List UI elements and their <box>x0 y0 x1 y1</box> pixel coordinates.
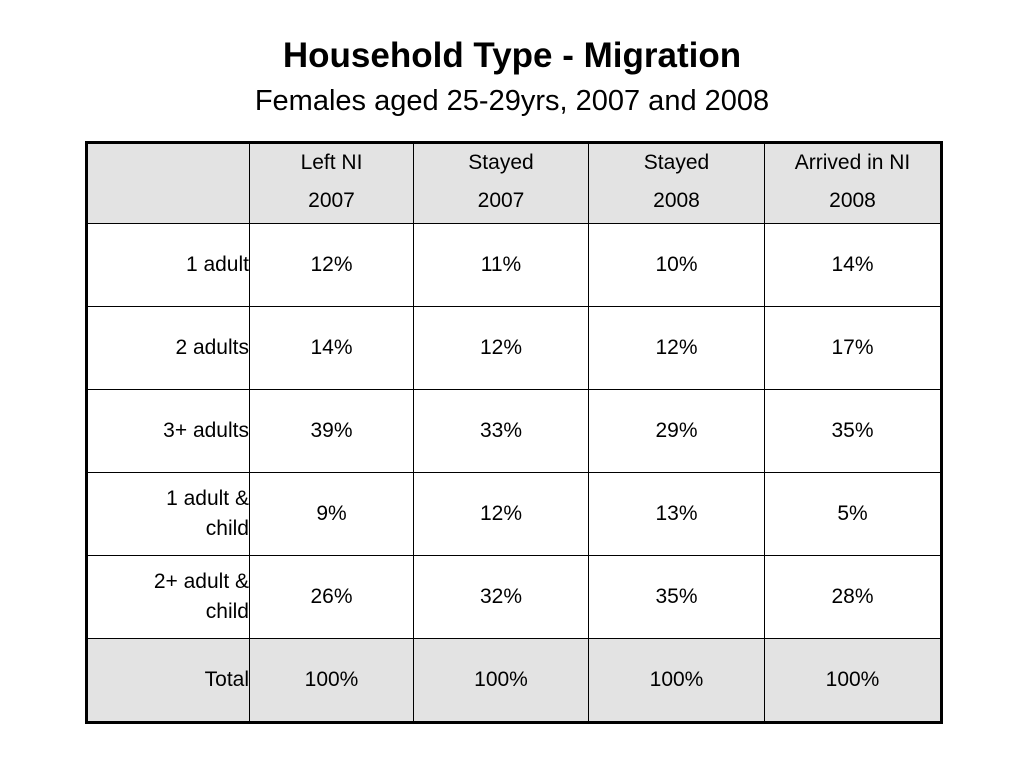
table-header-row: Left NI 2007 Stayed 2007 Stayed 2008 Arr… <box>86 142 942 224</box>
table-cell: 26% <box>249 555 414 639</box>
table-cell: 10% <box>588 223 765 307</box>
table-cell: 29% <box>588 389 765 473</box>
table-cell: 17% <box>764 306 942 390</box>
table-cell: 35% <box>764 389 942 473</box>
table-row: 2 adults 14% 12% 12% 17% <box>86 306 942 390</box>
row-label: Total <box>86 638 250 723</box>
column-header-year: 2007 <box>308 189 355 212</box>
table-cell: 39% <box>249 389 414 473</box>
row-label-line: child <box>205 517 249 540</box>
header-corner-cell <box>86 142 250 224</box>
table-cell: 35% <box>588 555 765 639</box>
table-cell: 12% <box>413 472 589 556</box>
column-header: Left NI 2007 <box>249 142 414 224</box>
table-cell: 14% <box>764 223 942 307</box>
table-row: 3+ adults 39% 33% 29% 35% <box>86 389 942 473</box>
row-label: 1 adult <box>86 223 250 307</box>
table-cell: 32% <box>413 555 589 639</box>
table-cell: 9% <box>249 472 414 556</box>
column-header-label: Arrived in NI <box>794 151 911 174</box>
column-header-year: 2008 <box>829 189 876 212</box>
row-label-line: 2 adults <box>175 336 249 359</box>
column-header-year: 2008 <box>653 189 700 212</box>
table-row: 2+ adult & child 26% 32% 35% 28% <box>86 555 942 639</box>
table-total-row: Total 100% 100% 100% 100% <box>86 638 942 723</box>
row-label-line: 1 adult & <box>166 487 249 510</box>
row-label-line: child <box>205 600 249 623</box>
table-row: 1 adult & child 9% 12% 13% 5% <box>86 472 942 556</box>
table-cell: 100% <box>413 638 589 723</box>
row-label-line: 1 adult <box>185 253 249 276</box>
table-cell: 28% <box>764 555 942 639</box>
row-label: 2 adults <box>86 306 250 390</box>
column-header-label: Stayed <box>643 151 710 174</box>
table-cell: 100% <box>764 638 942 723</box>
slide-subtitle: Females aged 25-29yrs, 2007 and 2008 <box>254 85 770 117</box>
column-header-label: Stayed <box>468 151 534 174</box>
column-header: Arrived in NI 2008 <box>764 142 942 224</box>
row-label: 3+ adults <box>86 389 250 473</box>
table-cell: 11% <box>413 223 589 307</box>
table-cell: 12% <box>588 306 765 390</box>
table-row: 1 adult 12% 11% 10% 14% <box>86 223 942 307</box>
column-header: Stayed 2008 <box>588 142 765 224</box>
table-cell: 5% <box>764 472 942 556</box>
table-cell: 33% <box>413 389 589 473</box>
table-cell: 12% <box>413 306 589 390</box>
slide-title: Household Type - Migration <box>282 36 742 75</box>
table-cell: 100% <box>249 638 414 723</box>
row-label-line: 2+ adult & <box>153 570 249 593</box>
table-cell: 100% <box>588 638 765 723</box>
table-cell: 14% <box>249 306 414 390</box>
row-label: 2+ adult & child <box>86 555 250 639</box>
column-header: Stayed 2007 <box>413 142 589 224</box>
household-type-table: Left NI 2007 Stayed 2007 Stayed 2008 Arr… <box>85 141 943 724</box>
column-header-label: Left NI <box>300 151 363 174</box>
row-label-line: 3+ adults <box>163 419 249 442</box>
table-cell: 12% <box>249 223 414 307</box>
table-cell: 13% <box>588 472 765 556</box>
column-header-year: 2007 <box>477 189 525 212</box>
row-label: 1 adult & child <box>86 472 250 556</box>
